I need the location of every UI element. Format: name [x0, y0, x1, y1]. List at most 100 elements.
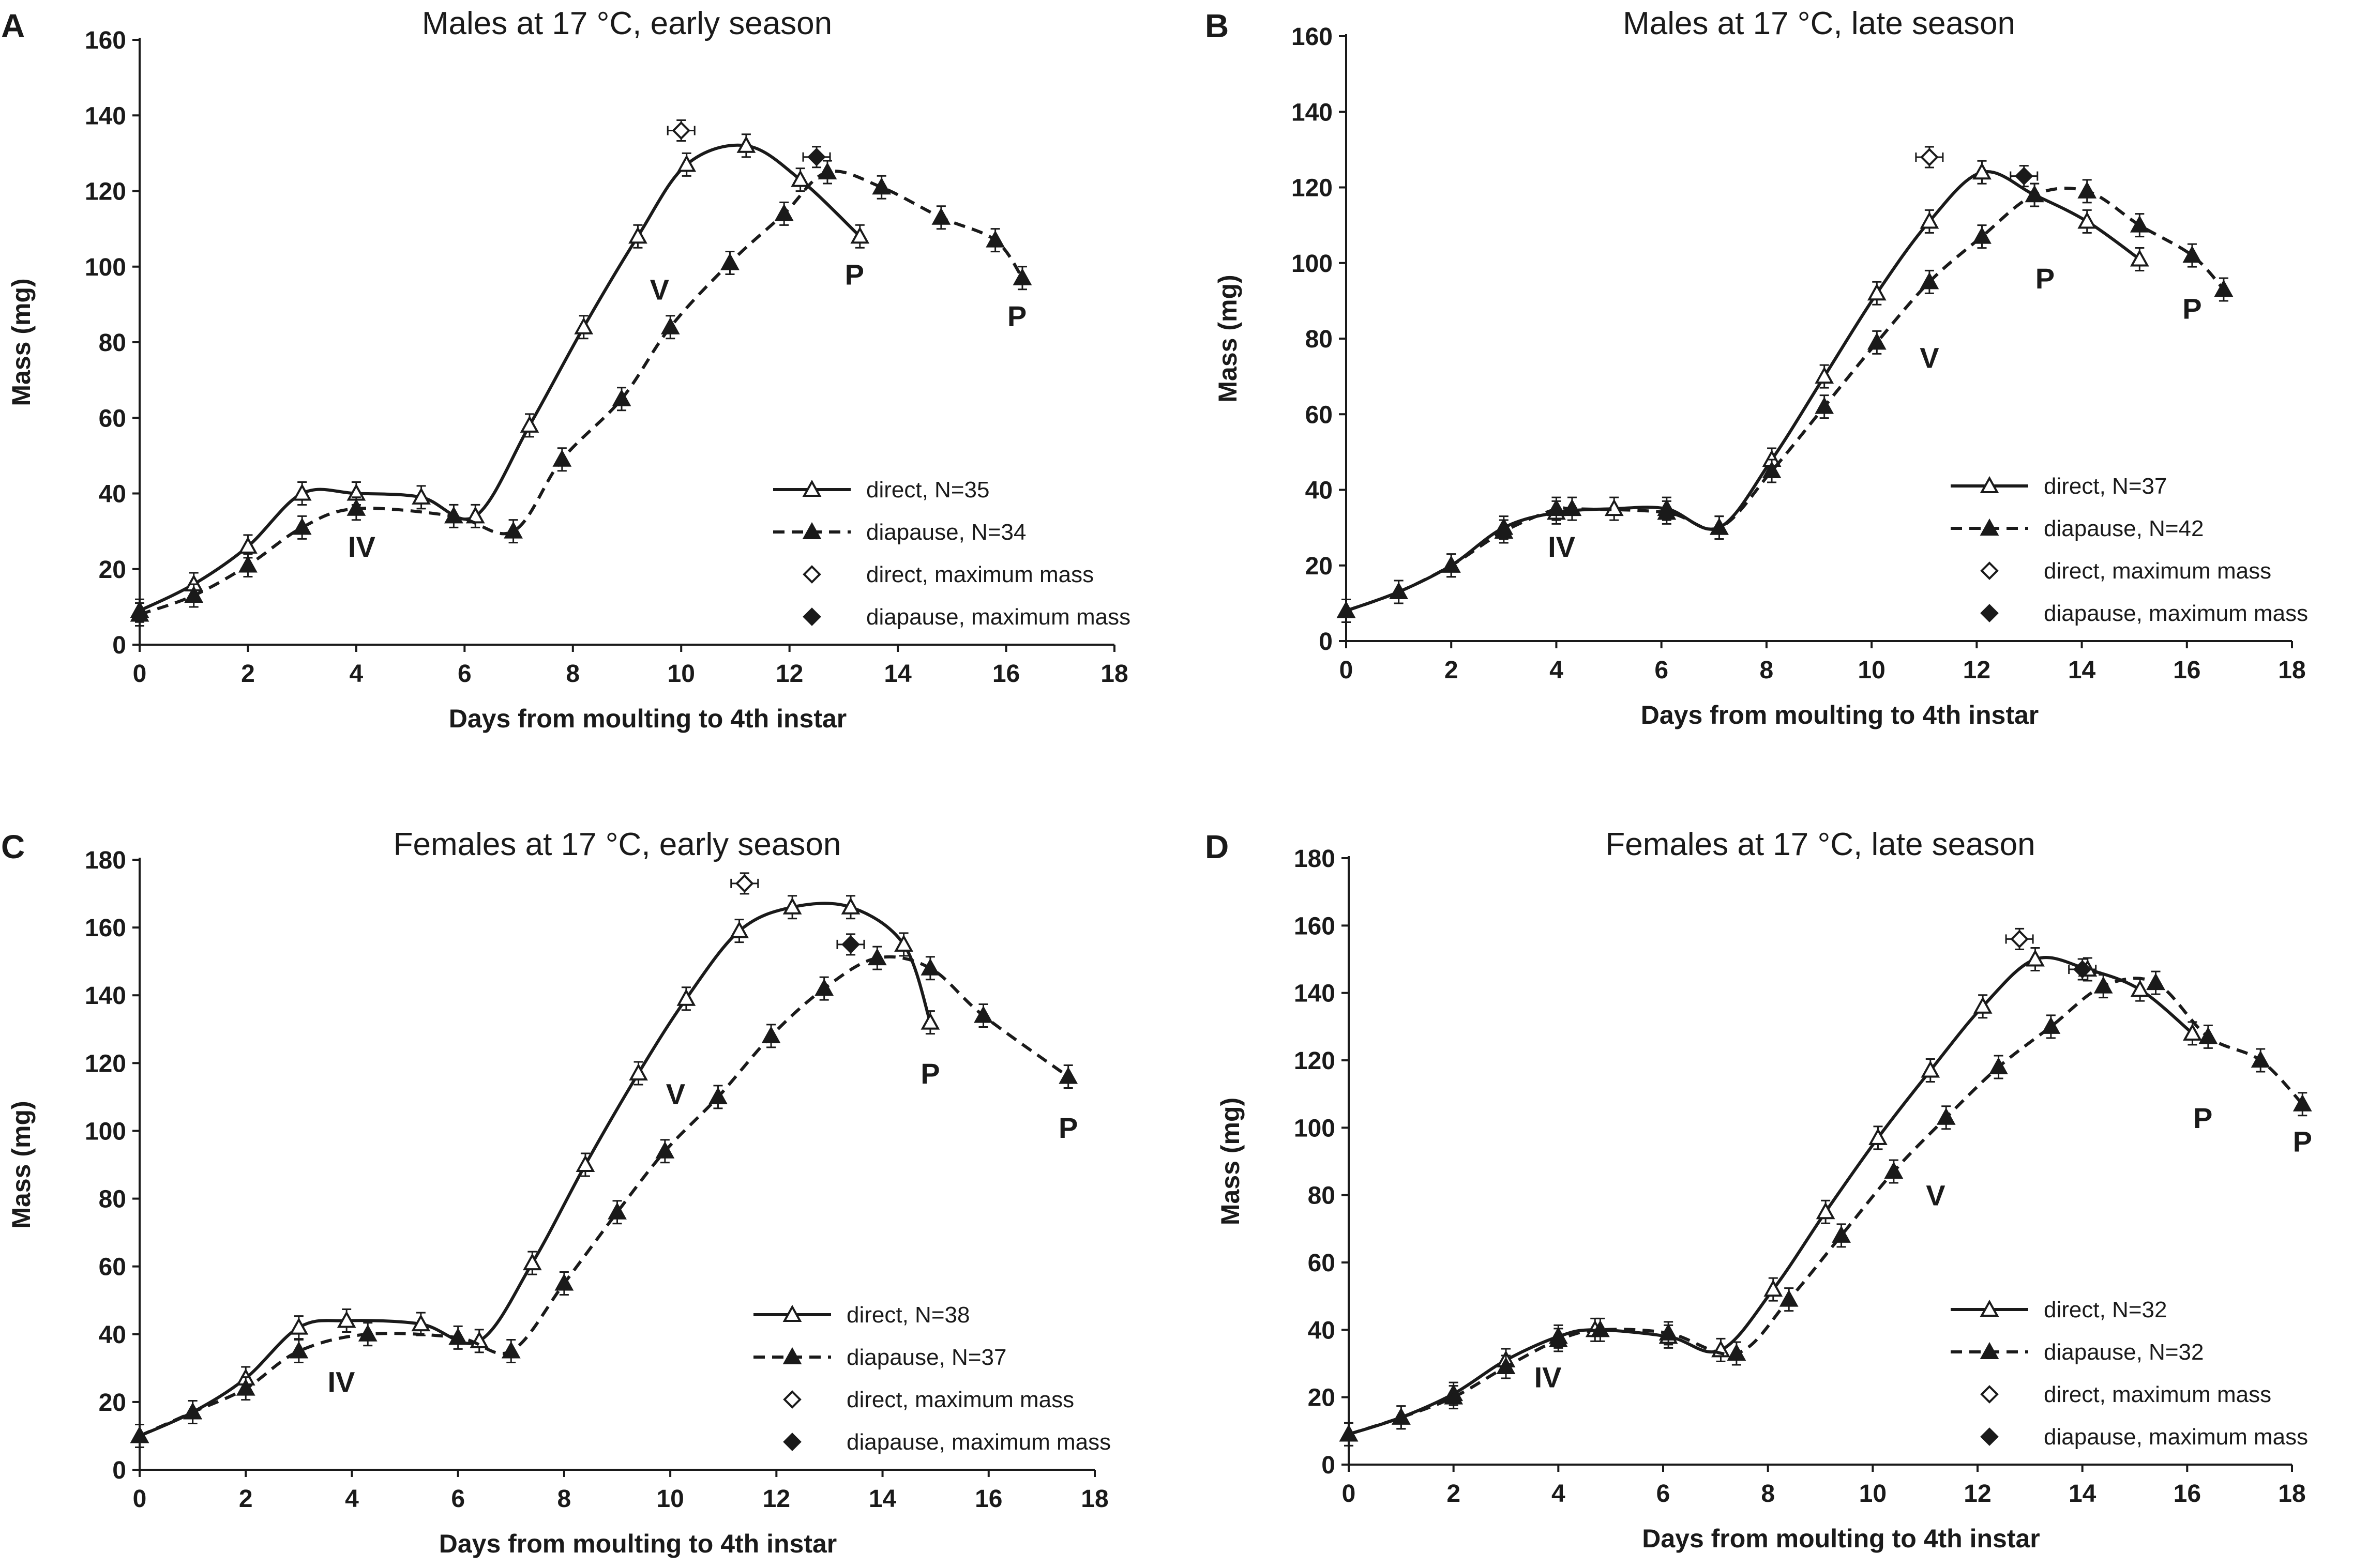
- x-tick-label: 4: [345, 1485, 359, 1513]
- data-point: [504, 521, 523, 539]
- x-tick-label: 6: [458, 660, 472, 688]
- x-axis-label: Days from moulting to 4th instar: [449, 704, 847, 733]
- legend-label: diapause, N=37: [847, 1345, 1006, 1370]
- legend-label: direct, N=35: [866, 477, 989, 503]
- legend-entry: direct, N=38: [753, 1302, 970, 1328]
- data-point: [655, 1141, 675, 1159]
- stage-label: V: [1926, 1179, 1945, 1212]
- legend-entry: diapause, N=37: [753, 1345, 1006, 1370]
- data-point: [2025, 185, 2044, 203]
- legend: direct, N=35 diapause, N=34 direct, maximu…: [773, 477, 1130, 630]
- stage-label: V: [1920, 342, 1939, 374]
- direct-max-mass-point: [667, 119, 696, 142]
- data-point: [628, 226, 647, 244]
- data-point: [358, 1324, 378, 1342]
- x-tick-label: 0: [133, 1485, 147, 1513]
- panel-letter: A: [1, 7, 25, 44]
- y-tick-label: 20: [1308, 1384, 1335, 1412]
- y-tick-label: 40: [99, 481, 126, 508]
- x-tick-label: 16: [2174, 1480, 2201, 1508]
- data-point: [1444, 1387, 1464, 1405]
- data-point: [236, 1378, 255, 1396]
- y-tick-label: 140: [85, 982, 126, 1010]
- x-tick-label: 0: [1339, 657, 1353, 684]
- data-point: [629, 1063, 648, 1080]
- panel-c: C Females at 17 °C, early season020406080…: [1, 827, 1111, 1558]
- chart-title: Males at 17 °C, early season: [422, 6, 832, 41]
- x-tick-label: 14: [2069, 1480, 2096, 1508]
- y-tick-label: 140: [85, 102, 126, 130]
- data-point: [2041, 1016, 2061, 1034]
- data-point: [411, 1314, 431, 1332]
- legend-label: direct, maximum mass: [866, 562, 1094, 587]
- diapause-max-mass-marker: [807, 147, 826, 166]
- data-point: [130, 1426, 149, 1443]
- diapause-series: [130, 160, 1032, 627]
- data-point: [1920, 272, 1939, 290]
- direct-max-mass-marker: [672, 121, 691, 140]
- y-tick-label: 180: [1294, 845, 1335, 873]
- y-tick-label: 40: [1305, 477, 1333, 505]
- legend-label: diapause, maximum mass: [866, 604, 1130, 630]
- direct-max-mass-marker: [2010, 930, 2029, 949]
- panel-letter: C: [1, 828, 25, 865]
- diapause-max-mass-point: [2068, 958, 2097, 981]
- y-tick-label: 80: [99, 1186, 126, 1213]
- data-point: [1727, 1343, 1746, 1361]
- stage-label: V: [666, 1077, 685, 1110]
- y-tick-label: 20: [99, 556, 126, 584]
- data-point: [761, 1026, 781, 1043]
- stage-label: P: [2035, 262, 2055, 295]
- x-tick-label: 18: [1081, 1485, 1108, 1513]
- y-axis-label: Mass (mg): [7, 1101, 36, 1228]
- y-tick-label: 20: [1305, 553, 1333, 580]
- direct-series: [130, 133, 870, 623]
- data-point: [554, 1273, 574, 1291]
- data-point: [850, 226, 870, 244]
- legend-marker: [1980, 1342, 1999, 1359]
- legend-marker: [783, 1433, 802, 1451]
- data-point: [238, 555, 258, 573]
- data-point: [1494, 521, 1514, 539]
- x-tick-label: 4: [1549, 657, 1563, 684]
- panel-b: B Males at 17 °C, late season020406080100…: [1205, 6, 2308, 729]
- data-point: [660, 317, 680, 334]
- legend-label: direct, maximum mass: [2044, 1382, 2271, 1407]
- data-point: [1658, 1323, 1678, 1341]
- legend-marker: [802, 522, 822, 539]
- legend-marker: [1980, 1385, 1999, 1404]
- stage-label: P: [2182, 293, 2201, 325]
- chart-title: Males at 17 °C, late season: [1623, 6, 2015, 41]
- data-point: [608, 1202, 627, 1220]
- stage-label: IV: [348, 530, 375, 563]
- x-tick-label: 6: [1656, 1480, 1670, 1508]
- y-tick-label: 0: [112, 1457, 126, 1484]
- data-point: [2130, 249, 2149, 267]
- data-point: [774, 204, 794, 221]
- y-tick-label: 40: [1308, 1317, 1335, 1344]
- legend-entry: direct, N=35: [773, 477, 989, 503]
- y-tick-label: 0: [1319, 628, 1333, 656]
- legend-entry: diapause, maximum mass: [1980, 1424, 2308, 1450]
- x-tick-label: 18: [2278, 1480, 2305, 1508]
- direct-series-line: [1345, 170, 2141, 613]
- x-tick-label: 18: [1100, 660, 1128, 688]
- x-tick-label: 12: [1963, 657, 1990, 684]
- data-point: [1973, 996, 1993, 1014]
- data-point: [867, 948, 887, 966]
- direct-series: [130, 895, 940, 1448]
- y-tick-label: 180: [85, 847, 126, 874]
- data-point: [736, 135, 756, 153]
- legend-marker: [802, 479, 822, 497]
- legend-label: diapause, maximum mass: [2044, 1424, 2308, 1450]
- panel-letter: D: [1205, 828, 1229, 865]
- legend-entry: direct, maximum mass: [803, 562, 1094, 587]
- x-tick-label: 8: [1761, 1480, 1775, 1508]
- data-point: [522, 1253, 542, 1271]
- data-point: [677, 155, 697, 172]
- direct-max-mass-marker: [1920, 148, 1939, 166]
- stage-label: P: [1059, 1112, 1078, 1144]
- legend-marker: [782, 1347, 802, 1364]
- data-point: [1441, 555, 1461, 573]
- data-point: [841, 897, 861, 915]
